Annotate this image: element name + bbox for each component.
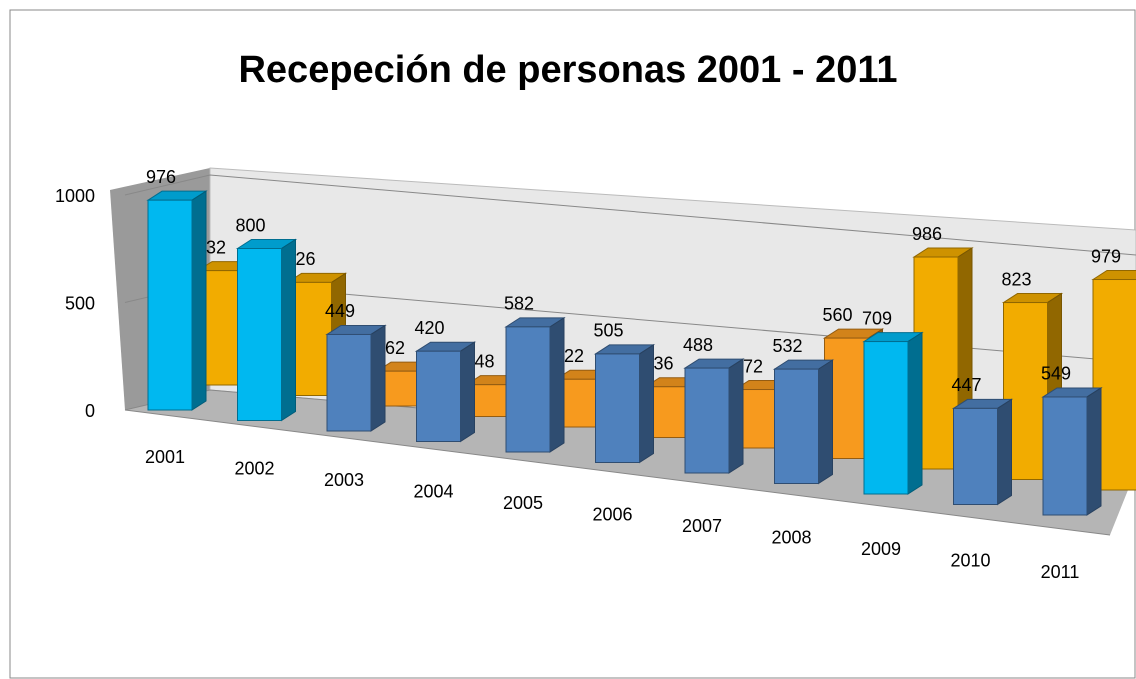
bar bbox=[684, 367, 730, 474]
y-tick-label: 500 bbox=[65, 293, 95, 313]
value-label: 800 bbox=[236, 215, 266, 235]
bar-side bbox=[907, 331, 923, 495]
bar bbox=[326, 333, 372, 432]
value-label: 420 bbox=[415, 318, 445, 338]
bar-side bbox=[1086, 387, 1102, 516]
x-tick-label: 2007 bbox=[682, 516, 722, 536]
grid-line bbox=[124, 174, 1136, 256]
value-label: 532 bbox=[773, 336, 803, 356]
x-axis bbox=[124, 409, 1111, 536]
chart-title: Recepeción de personas 2001 - 2011 bbox=[238, 49, 897, 91]
value-label: 976 bbox=[146, 167, 176, 187]
bar bbox=[1042, 396, 1088, 516]
value-label: 979 bbox=[1091, 246, 1121, 266]
x-tick-label: 2004 bbox=[413, 481, 453, 501]
x-tick-label: 2009 bbox=[861, 539, 901, 559]
bar bbox=[237, 248, 282, 421]
value-label: 549 bbox=[1041, 364, 1071, 384]
bar-side bbox=[370, 324, 386, 432]
x-tick-label: 2005 bbox=[503, 493, 543, 513]
x-tick-label: 2011 bbox=[1041, 562, 1080, 582]
bar bbox=[505, 326, 551, 453]
value-label: 709 bbox=[862, 308, 892, 328]
value-label: 447 bbox=[952, 375, 982, 395]
y-tick-label: 0 bbox=[85, 401, 95, 421]
value-label: 986 bbox=[912, 224, 942, 244]
x-tick-label: 2002 bbox=[234, 458, 274, 478]
x-tick-label: 2003 bbox=[324, 470, 364, 490]
x-tick-label: 2010 bbox=[950, 550, 990, 570]
bar bbox=[863, 341, 909, 495]
x-tick-label: 2006 bbox=[592, 504, 632, 524]
x-tick-label: 2008 bbox=[771, 527, 811, 547]
bar-side bbox=[460, 341, 475, 443]
value-label: 505 bbox=[594, 321, 624, 341]
bar bbox=[416, 350, 461, 443]
value-label: 449 bbox=[325, 301, 355, 321]
value-label: 488 bbox=[683, 335, 713, 355]
bar-side bbox=[728, 358, 744, 474]
bar-side bbox=[639, 344, 654, 464]
bar bbox=[953, 407, 998, 505]
bar-side bbox=[281, 238, 296, 422]
value-label: 582 bbox=[504, 294, 534, 314]
x-tick-label: 2001 bbox=[145, 447, 185, 467]
bar-side bbox=[549, 316, 565, 453]
bar bbox=[147, 199, 193, 411]
bar bbox=[595, 353, 640, 463]
bar-side bbox=[191, 190, 207, 411]
value-label: 823 bbox=[1002, 269, 1032, 289]
bar bbox=[774, 368, 819, 484]
bar-side bbox=[997, 398, 1012, 506]
bar-side bbox=[818, 359, 833, 485]
value-label: 560 bbox=[823, 305, 853, 325]
y-tick-label: 1000 bbox=[55, 186, 95, 206]
